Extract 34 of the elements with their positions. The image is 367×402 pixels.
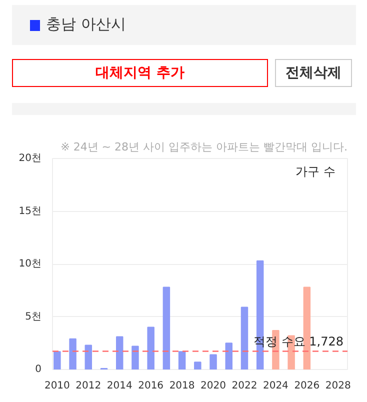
bar	[225, 342, 232, 370]
annotation: 가구 수	[296, 164, 336, 178]
x-tick-label: 2014	[106, 380, 132, 392]
y-tick-label: 0	[35, 364, 42, 375]
bar	[132, 346, 139, 370]
x-tick-label: 2010	[44, 380, 70, 392]
text: 전체삭제	[275, 59, 352, 87]
bar	[194, 362, 202, 370]
ref-line-label: 적정 수요 1,728	[254, 334, 344, 348]
bar	[210, 354, 217, 370]
x-tick-label: 2024	[262, 380, 288, 392]
x-tick-label: 2028	[325, 380, 351, 392]
x-tick-label: 2022	[232, 380, 258, 392]
y-tick-label: 15천	[18, 206, 42, 217]
bar	[303, 286, 311, 370]
x-tick-label: 2012	[76, 380, 102, 392]
x-tick-label: 2020	[200, 380, 226, 392]
bar	[84, 344, 92, 370]
chart-subtitle: ※ 24년 ~ 28년 사이 입주하는 아파트는 빨간막대 입니다.	[60, 140, 348, 154]
bar	[54, 351, 61, 370]
bar	[178, 351, 186, 370]
bar	[116, 336, 124, 370]
x-tick-label: 2026	[294, 380, 320, 392]
y-tick-label: 10천	[18, 258, 42, 270]
bar	[240, 306, 248, 370]
text: 대체지역 추가	[12, 59, 268, 87]
y-tick-label: 20천	[18, 153, 42, 164]
x-tick-label: 2016	[138, 380, 164, 392]
bar	[69, 338, 76, 370]
bar	[147, 326, 154, 370]
chart-title: 충남 아산시	[12, 5, 356, 45]
y-tick-label: 5천	[25, 311, 42, 322]
bar	[162, 286, 170, 370]
x-tick-label: 2018	[169, 380, 195, 392]
